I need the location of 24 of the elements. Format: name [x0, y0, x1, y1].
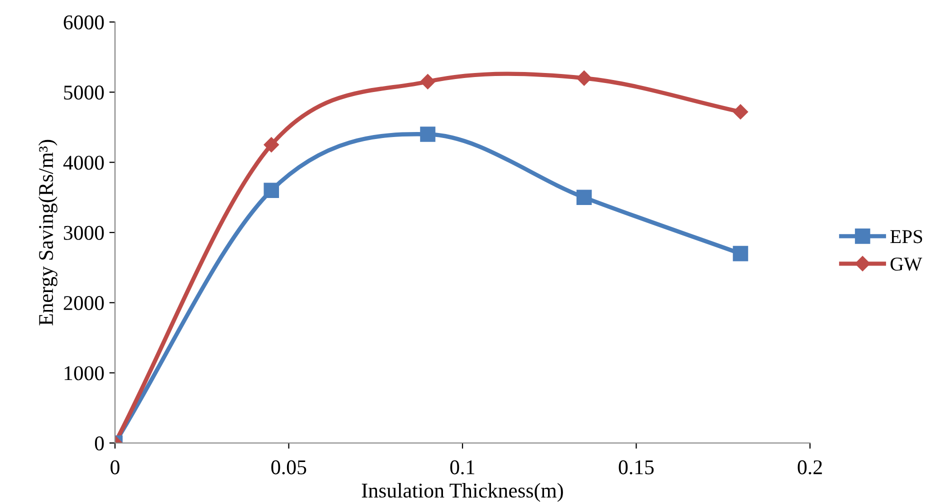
point	[264, 137, 279, 152]
point	[576, 190, 592, 206]
y-tick-label: 0	[94, 436, 104, 450]
point	[420, 74, 436, 90]
y-tick-label: 4000	[63, 156, 104, 170]
point	[732, 104, 748, 120]
y-tick-label: 1000	[64, 366, 104, 380]
x-tick-label: 0.15	[618, 460, 654, 474]
y-tick-label: 2000	[64, 296, 104, 310]
x-tick-label: 0.05	[271, 460, 306, 474]
point	[264, 182, 280, 198]
x-tick-label: 0.1	[450, 460, 474, 474]
y-tick-label: 3000	[64, 226, 104, 240]
x-tick-label: 0.2	[798, 460, 822, 474]
y-tick-label: 6000	[64, 15, 104, 30]
point	[732, 246, 748, 262]
y-tick-label: 5000	[64, 86, 104, 100]
x-tick-label: 0	[110, 460, 120, 474]
point	[576, 70, 592, 86]
legend-label: EPS	[890, 230, 922, 244]
legend-label: GW	[890, 258, 922, 271]
y-axis-title: Energy Saving(Rs/m³)	[38, 140, 58, 326]
x-axis-title: Insulation Thickness(m)	[362, 482, 563, 502]
point	[420, 126, 436, 142]
